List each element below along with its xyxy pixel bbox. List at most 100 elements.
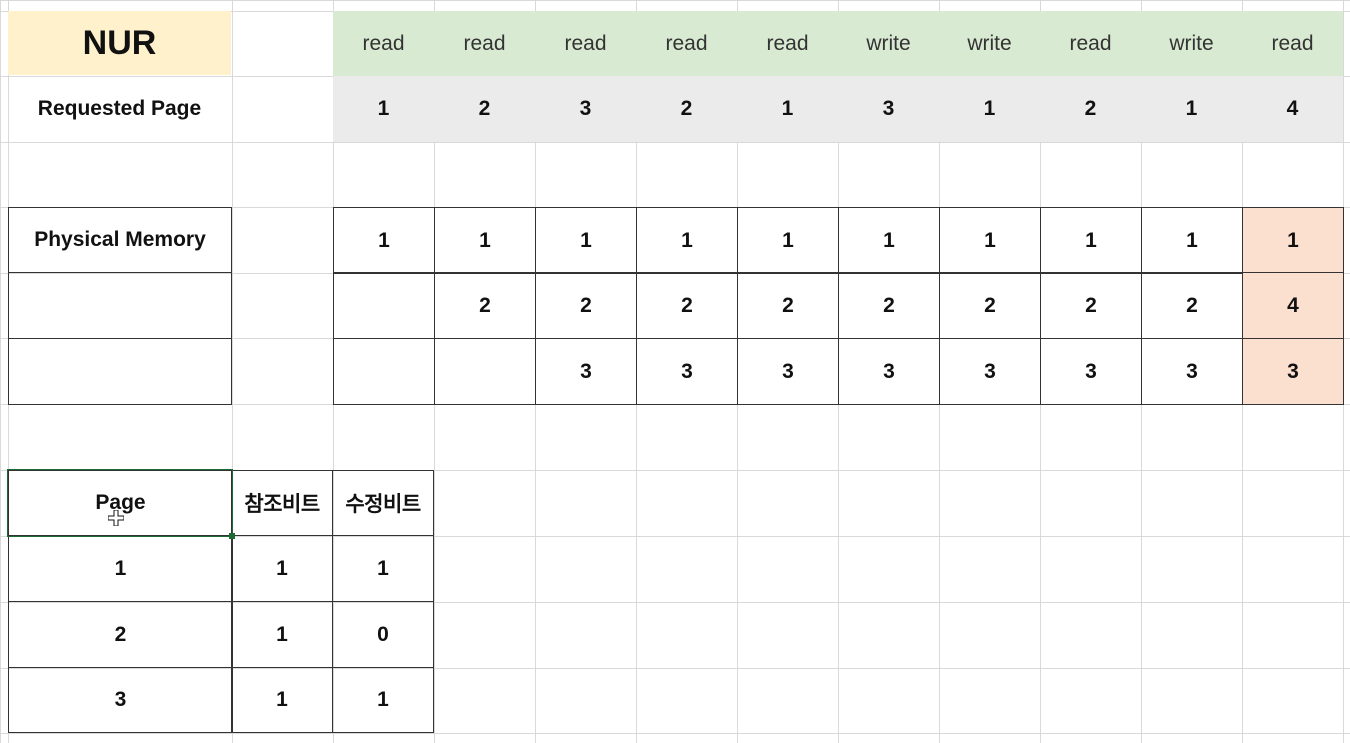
physical-memory-blank-cell[interactable] xyxy=(8,338,232,405)
memory-frame-cell[interactable]: 1 xyxy=(838,207,940,274)
physical-memory-label-cell[interactable]: Physical Memory xyxy=(8,207,232,273)
bit-table-cell-value: 1 xyxy=(377,688,389,711)
memory-frame-cell-value: 3 xyxy=(1287,359,1299,383)
memory-frame-cell[interactable]: 2 xyxy=(737,272,839,339)
operation-cell[interactable]: write xyxy=(1141,11,1242,76)
requested-page-cell-value: 1 xyxy=(781,97,794,120)
memory-frame-cell[interactable]: 4 xyxy=(1242,272,1344,339)
operation-cell[interactable]: read xyxy=(1040,11,1141,76)
memory-frame-cell[interactable]: 1 xyxy=(737,207,839,274)
memory-frame-cell-value: 2 xyxy=(1085,293,1097,317)
memory-frame-cell[interactable] xyxy=(333,338,435,405)
memory-frame-cell[interactable]: 3 xyxy=(838,338,940,405)
memory-frame-cell[interactable]: 2 xyxy=(1141,272,1243,339)
memory-frame-cell[interactable]: 3 xyxy=(1040,338,1142,405)
operation-cell[interactable]: read xyxy=(737,11,838,76)
memory-frame-cell[interactable]: 2 xyxy=(939,272,1041,339)
bit-table-cell[interactable]: 1 xyxy=(231,535,333,602)
requested-page-cell[interactable]: 2 xyxy=(434,76,535,142)
requested-page-cell[interactable]: 3 xyxy=(535,76,636,142)
bit-table-cell[interactable]: 1 xyxy=(231,601,333,668)
bit-table-cell-value: 3 xyxy=(114,688,127,711)
memory-frame-cell[interactable]: 2 xyxy=(1040,272,1142,339)
memory-frame-cell[interactable]: 1 xyxy=(1040,207,1142,274)
requested-page-cell-value: 2 xyxy=(478,97,491,120)
operation-cell[interactable]: write xyxy=(838,11,939,76)
memory-frame-cell[interactable]: 1 xyxy=(636,207,738,274)
memory-frame-cell[interactable]: 1 xyxy=(939,207,1041,274)
bit-table-header-cell-value: 참조비트 xyxy=(244,493,320,516)
title-cell[interactable]: NUR xyxy=(8,11,231,75)
requested-page-cell[interactable]: 2 xyxy=(636,76,737,142)
bit-table-cell-value: 1 xyxy=(377,556,389,580)
requested-page-label-cell[interactable]: Requested Page xyxy=(8,76,231,141)
memory-frame-cell[interactable]: 1 xyxy=(1242,207,1344,274)
memory-frame-cell[interactable]: 1 xyxy=(535,207,637,274)
memory-frame-cell[interactable]: 3 xyxy=(939,338,1041,405)
requested-page-cell[interactable]: 4 xyxy=(1242,76,1343,142)
bit-table-header-cell[interactable]: 참조비트 xyxy=(231,470,333,536)
requested-page-label: Requested Page xyxy=(37,96,202,120)
bit-table-cell[interactable]: 1 xyxy=(8,535,233,602)
bit-table-cell[interactable]: 3 xyxy=(8,667,233,733)
bit-table-cell[interactable]: 1 xyxy=(332,667,434,733)
bit-table-cell[interactable]: 1 xyxy=(332,535,434,602)
memory-frame-cell-value: 1 xyxy=(1186,228,1198,252)
operation-cell[interactable]: read xyxy=(636,11,737,76)
requested-page-cell[interactable]: 3 xyxy=(838,76,939,142)
bit-table-cell[interactable]: 1 xyxy=(231,667,333,733)
memory-frame-cell[interactable]: 1 xyxy=(434,207,536,274)
requested-page-cell[interactable]: 1 xyxy=(333,76,434,142)
bit-table-cell-value: 0 xyxy=(377,622,389,646)
bit-table-cell-value: 2 xyxy=(114,622,127,646)
memory-frame-cell[interactable]: 2 xyxy=(535,272,637,339)
memory-frame-cell[interactable]: 2 xyxy=(838,272,940,339)
memory-frame-cell-value: 4 xyxy=(1287,293,1299,317)
operation-cell[interactable]: read xyxy=(1242,11,1343,76)
memory-frame-cell[interactable]: 3 xyxy=(737,338,839,405)
operation-cell-value: read xyxy=(564,31,607,55)
memory-frame-cell-value: 2 xyxy=(681,293,693,317)
memory-frame-cell[interactable]: 2 xyxy=(434,272,536,339)
requested-page-cell[interactable]: 1 xyxy=(939,76,1040,142)
memory-frame-cell[interactable] xyxy=(333,272,435,339)
fill-handle[interactable] xyxy=(229,533,235,539)
requested-page-cell[interactable]: 1 xyxy=(737,76,838,142)
memory-frame-cell[interactable]: 3 xyxy=(1242,338,1344,405)
operation-cell[interactable]: read xyxy=(333,11,434,76)
operation-cell-value: write xyxy=(1169,31,1214,55)
memory-frame-cell-value: 2 xyxy=(782,293,794,317)
memory-frame-cell-value: 3 xyxy=(1085,359,1097,383)
memory-frame-cell[interactable]: 3 xyxy=(636,338,738,405)
memory-frame-cell[interactable]: 3 xyxy=(535,338,637,405)
memory-frame-cell[interactable]: 1 xyxy=(333,207,435,274)
physical-memory-label: Physical Memory xyxy=(34,228,206,251)
memory-frame-cell[interactable] xyxy=(434,338,536,405)
operation-cell-value: write xyxy=(967,31,1012,55)
physical-memory-blank-cell[interactable] xyxy=(8,272,232,339)
requested-page-cell-value: 2 xyxy=(1084,97,1097,120)
operation-cell[interactable]: read xyxy=(434,11,535,76)
memory-frame-cell-value: 2 xyxy=(580,293,592,317)
requested-page-cell[interactable]: 1 xyxy=(1141,76,1242,142)
bit-table-cell[interactable]: 2 xyxy=(8,601,233,668)
requested-page-cell[interactable]: 2 xyxy=(1040,76,1141,142)
operation-cell-value: write xyxy=(866,31,911,55)
page-title: NUR xyxy=(82,23,157,62)
memory-frame-cell-value: 1 xyxy=(782,228,794,252)
memory-frame-cell-value: 3 xyxy=(580,359,592,383)
operation-cell-value: read xyxy=(665,31,708,55)
memory-frame-cell-value: 3 xyxy=(1186,359,1198,383)
memory-frame-cell[interactable]: 1 xyxy=(1141,207,1243,274)
operation-cell-value: read xyxy=(1271,31,1314,55)
memory-frame-cell-value: 2 xyxy=(984,293,996,317)
operation-cell-value: read xyxy=(463,31,506,55)
operation-cell[interactable]: write xyxy=(939,11,1040,76)
bit-table-cell[interactable]: 0 xyxy=(332,601,434,668)
memory-frame-cell-value: 3 xyxy=(681,359,693,383)
memory-frame-cell[interactable]: 2 xyxy=(636,272,738,339)
bit-table-header-cell[interactable]: 수정비트 xyxy=(332,470,434,536)
operation-cell[interactable]: read xyxy=(535,11,636,76)
memory-frame-cell[interactable]: 3 xyxy=(1141,338,1243,405)
memory-frame-cell-value: 1 xyxy=(378,228,390,252)
